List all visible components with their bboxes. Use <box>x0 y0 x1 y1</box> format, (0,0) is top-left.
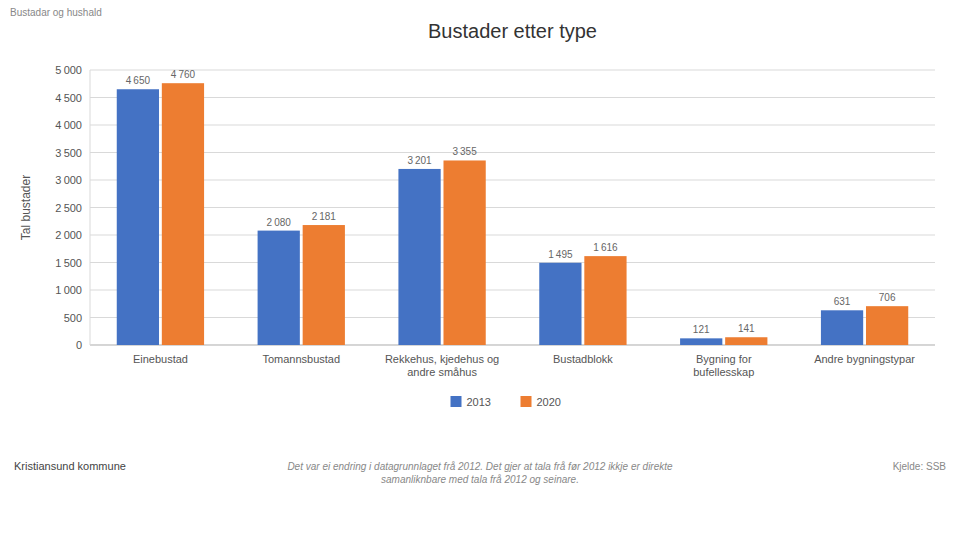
x-tick-label: Rekkehus, kjedehus ogandre småhus <box>385 353 499 378</box>
bar <box>584 256 626 345</box>
y-tick-label: 2 500 <box>55 202 82 214</box>
grid <box>90 70 935 345</box>
data-label: 4 650 <box>126 75 151 86</box>
text-line: Bygning for <box>696 353 752 365</box>
x-tick-label: Einebustad <box>133 353 188 365</box>
text-line: Andre bygningstypar <box>814 353 915 365</box>
bar <box>303 225 345 345</box>
data-label: 631 <box>834 296 851 307</box>
bar <box>117 89 159 345</box>
x-tick-label: Bustadblokk <box>553 353 613 365</box>
grid-line <box>90 345 935 346</box>
data-labels: 4 650 2 080 3 201 1 495 121 631 4 760 2 181 3 35… <box>126 69 896 335</box>
data-label: 2 181 <box>312 211 337 222</box>
legend: 2013 2020 <box>451 396 561 408</box>
header: Bustadar og hushald <box>10 7 102 18</box>
text-line: Rekkehus, kjedehus og <box>385 353 499 365</box>
y-tick-label: 0 <box>76 339 82 351</box>
data-label: 1 495 <box>548 249 573 260</box>
footer-note: Det var ei endring i datagrunnlaget frå … <box>287 461 673 485</box>
y-axis-line <box>90 70 91 345</box>
bar <box>539 263 581 345</box>
data-label: 4 760 <box>171 69 196 80</box>
bar <box>443 160 485 345</box>
grid-line <box>90 235 935 236</box>
y-tick-label: 4 500 <box>55 92 82 104</box>
bar <box>162 83 204 345</box>
x-axis-line <box>90 345 935 346</box>
y-tick-label: 3 500 <box>55 147 82 159</box>
x-tick-label: Tomannsbustad <box>262 353 340 365</box>
grid-line <box>90 317 935 318</box>
bars <box>117 83 908 345</box>
grid-line <box>90 97 935 98</box>
grid-line <box>90 152 935 153</box>
data-label: 1 616 <box>593 242 618 253</box>
y-tick-label: 1 500 <box>55 257 82 269</box>
text-line: Einebustad <box>133 353 188 365</box>
municipality: Kristiansund kommune <box>14 460 126 472</box>
bar <box>725 337 767 345</box>
data-label: 706 <box>879 292 896 303</box>
y-tick-label: 2 000 <box>55 229 82 241</box>
bar <box>866 306 908 345</box>
x-tick-label: Andre bygningstypar <box>814 353 915 365</box>
grid-line <box>90 262 935 263</box>
y-tick-label: 500 <box>64 312 82 324</box>
grid-line <box>90 290 935 291</box>
text-line: Tomannsbustad <box>262 353 340 365</box>
chart-container: Bustader etter type 0 500 1 000 1 500 2 000 2 … <box>0 0 960 540</box>
legend-swatch <box>521 396 532 407</box>
data-label: 141 <box>738 323 755 334</box>
data-label: 3 201 <box>407 155 432 166</box>
source: Kjelde: SSB <box>893 461 947 472</box>
legend-label: 2013 <box>467 396 491 408</box>
grid-line <box>90 207 935 208</box>
y-tick-label: 1 000 <box>55 284 82 296</box>
text-line: Bustadblokk <box>553 353 613 365</box>
x-tick-label: Bygning forbufellesskap <box>693 353 754 378</box>
text-line: samanliknbare med tala frå 2012 og seina… <box>381 474 579 485</box>
grid-line <box>90 70 935 71</box>
text-line: Det var ei endring i datagrunnlaget frå … <box>287 461 673 472</box>
background <box>0 0 960 540</box>
text-line: andre småhus <box>407 366 477 378</box>
legend-label: 2020 <box>537 396 561 408</box>
chart-svg: Bustader etter type 0 500 1 000 1 500 2 000 2 … <box>0 0 960 540</box>
grid-line <box>90 180 935 181</box>
data-label: 2 080 <box>267 217 292 228</box>
data-label: 3 355 <box>452 146 477 157</box>
legend-swatch <box>451 396 462 407</box>
y-tick-label: 5 000 <box>55 64 82 76</box>
bar <box>680 338 722 345</box>
text-line: bufellesskap <box>693 366 754 378</box>
y-tick-label: 4 000 <box>55 119 82 131</box>
data-label: 121 <box>693 324 710 335</box>
title: Bustader etter type <box>428 20 597 42</box>
grid-line <box>90 125 935 126</box>
y-tick-label: 3 000 <box>55 174 82 186</box>
bar <box>398 169 440 345</box>
bar <box>258 231 300 345</box>
y-axis-label: Tal bustader <box>19 175 33 240</box>
bar <box>821 310 863 345</box>
